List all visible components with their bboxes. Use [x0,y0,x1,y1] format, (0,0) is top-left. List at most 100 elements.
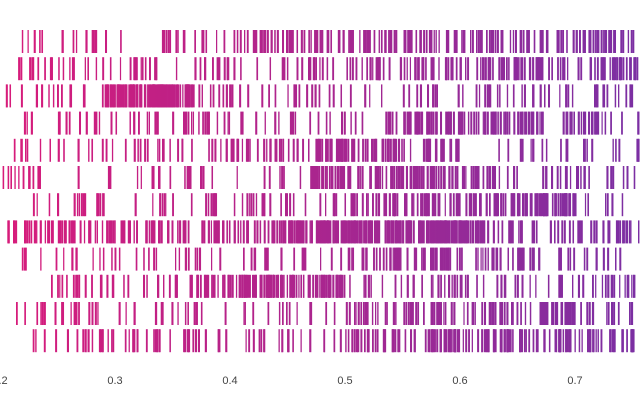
strip-tick [407,111,410,135]
strip-tick [381,274,384,298]
strip-tick [266,274,268,298]
strip-tick [94,220,96,244]
strip-tick [422,57,424,81]
strip-tick [316,166,319,189]
strip-tick [283,166,285,189]
strip-tick [507,247,510,271]
strip-tick [605,193,607,217]
strip-tick [540,193,543,217]
strip-tick [443,166,446,189]
strip-tick [457,193,460,217]
strip-tick [402,84,405,108]
strip-tick [240,220,242,244]
strip-tick [20,57,23,81]
strip-tick [201,166,203,189]
strip-tick [534,193,537,217]
strip-tick [52,220,54,244]
strip-tick [223,30,226,53]
strip-tick [134,193,137,217]
strip-tick [226,57,229,81]
strip-tick [437,302,439,325]
strip-tick [492,166,495,189]
strip-tick [300,274,302,298]
strip-tick [488,57,491,81]
strip-tick [381,84,383,108]
strip-tick [373,220,376,244]
strip-tick [375,166,378,189]
strip-tick [554,220,556,244]
strip-tick [420,166,423,189]
strip-tick [432,193,435,217]
strip-tick [315,220,318,244]
strip-tick [607,247,610,271]
strip-tick [486,329,488,353]
strip-tick [239,30,242,53]
strip-tick [124,329,127,353]
strip-tick [262,30,264,53]
strip-tick [252,274,254,298]
strip-tick [239,274,241,298]
strip-tick [604,111,607,135]
strip-tick [73,57,75,81]
strip-tick [561,193,564,217]
strip-tick [439,329,442,353]
strip-tick [544,84,546,108]
strip-tick [39,30,41,53]
strip-tick [367,220,369,244]
strip-tick [464,30,466,53]
strip-tick [281,166,284,189]
strip-tick [154,111,157,135]
strip-tick [447,57,450,81]
strip-tick [332,57,335,81]
strip-tick [341,111,344,135]
strip-tick [589,57,592,81]
strip-tick [525,329,527,353]
strip-tick [443,302,445,325]
strip-tick [417,57,419,81]
strip-tick [145,329,148,353]
strip-tick [171,84,173,108]
strip-tick [341,274,344,298]
strip-tick [480,247,482,271]
strip-tick [589,329,592,353]
strip-tick [184,302,187,325]
strip-tick [160,220,163,244]
strip-tick [72,30,75,53]
strip-tick [57,193,60,217]
x-tick-label: 0.5 [337,375,352,387]
strip-tick [569,111,571,135]
strip-tick [433,30,435,53]
strip-tick [118,84,121,108]
strip-tick [264,247,266,271]
strip-tick [475,111,478,135]
strip-tick [416,111,419,135]
strip-tick [94,302,97,325]
strip-tick [450,57,453,81]
strip-tick [438,57,440,81]
strip-tick [486,30,488,53]
strip-row-7 [32,193,624,217]
strip-tick [506,302,508,325]
strip-tick [444,193,446,217]
strip-tick [400,57,403,81]
strip-tick [275,274,278,298]
strip-tick [621,193,624,217]
strip-tick [510,193,513,217]
strip-tick [158,329,160,353]
strip-tick [476,57,479,81]
strip-tick [404,193,407,217]
strip-tick [68,220,70,244]
strip-tick [32,193,35,217]
strip-tick [73,220,76,244]
strip-tick [412,220,415,244]
strip-tick [318,166,321,189]
strip-tick [434,302,436,325]
strip-tick [610,166,613,189]
strip-tick [152,193,154,217]
strip-tick [136,329,139,353]
strip-tick [245,138,248,162]
strip-tick [559,84,561,108]
strip-tick [447,247,450,271]
strip-tick [202,220,204,244]
strip-tick [395,111,398,135]
